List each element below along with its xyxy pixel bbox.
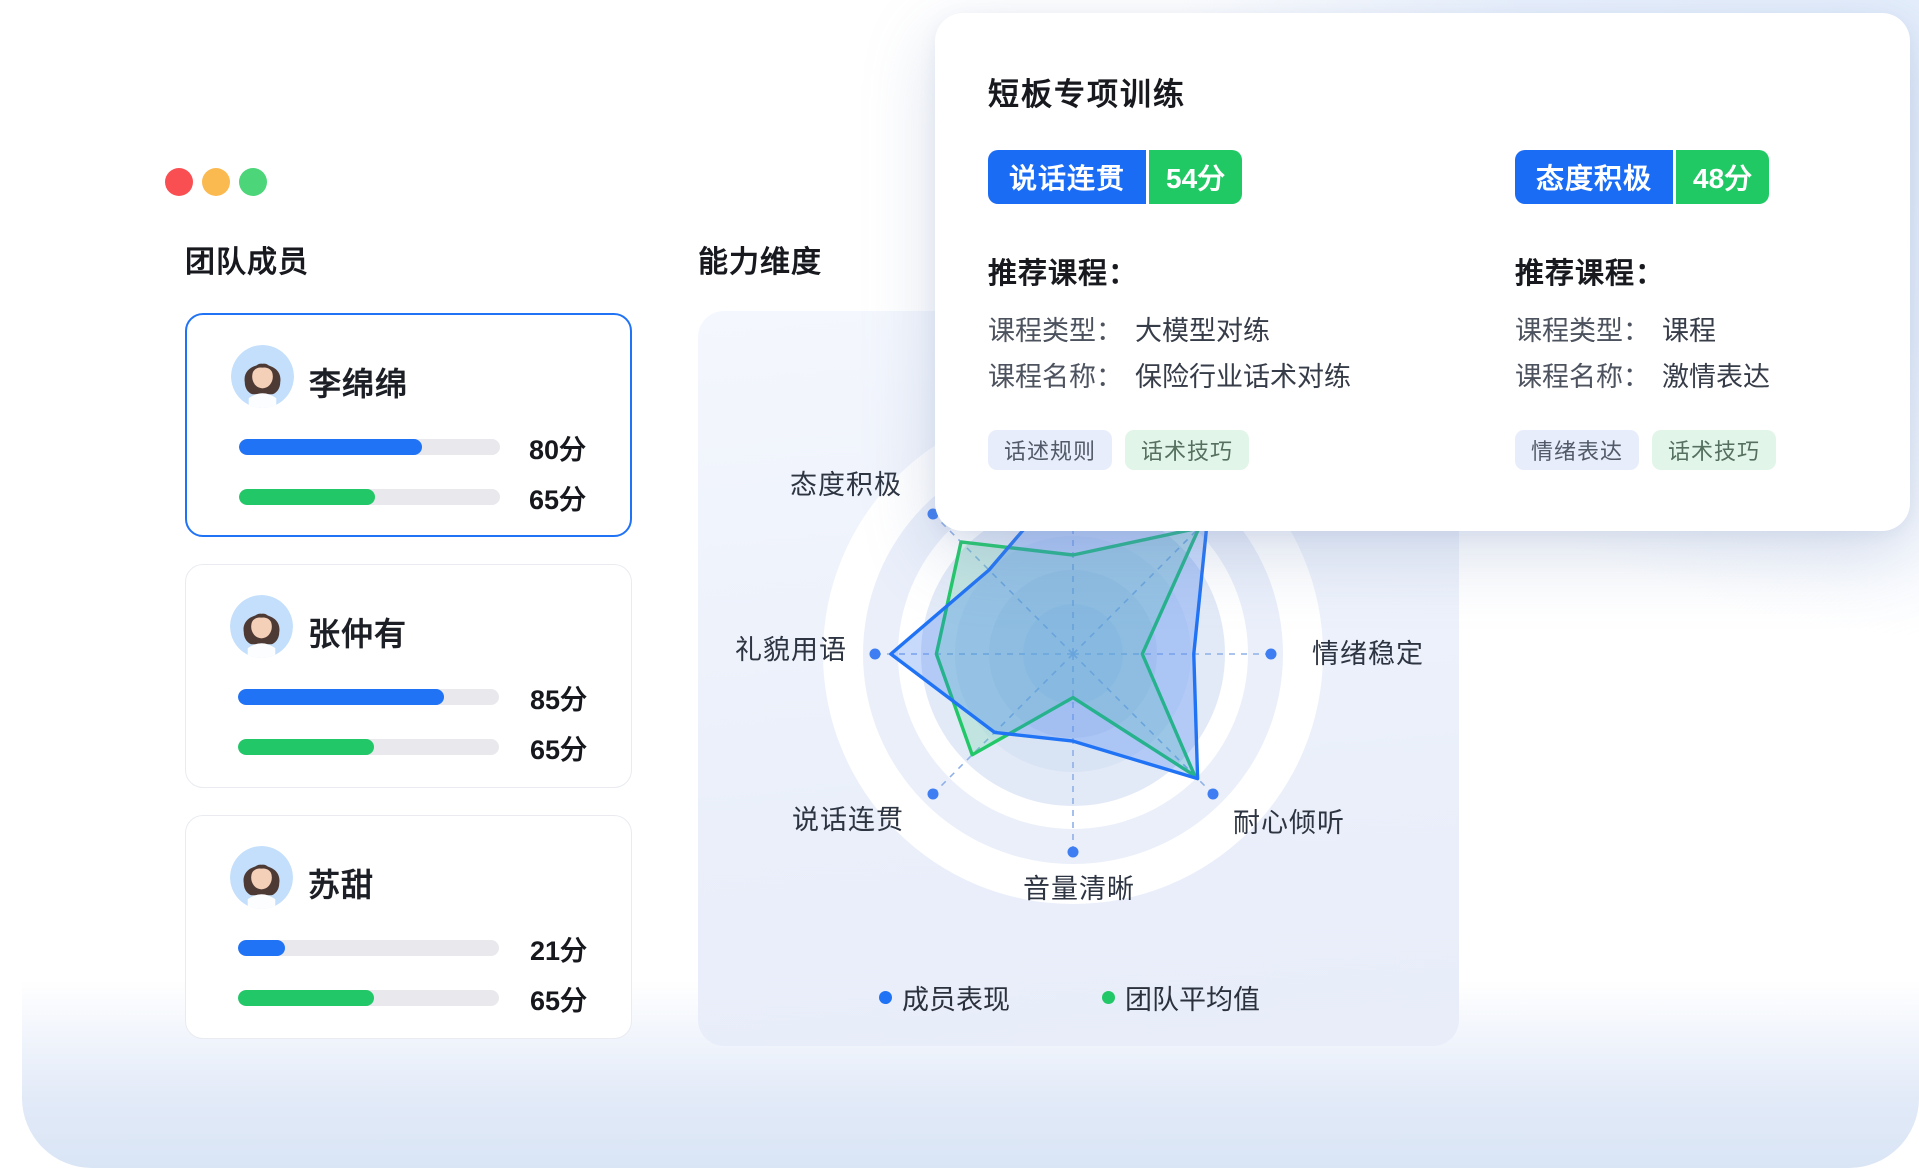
member-score-value: 85分 — [529, 684, 587, 715]
recommend-courses-heading: 推荐课程： — [1515, 258, 1666, 290]
member-list: 李绵绵 80分 65分 张仲有 — [185, 313, 632, 1066]
dimension-badge-label: 态度积极 — [1515, 150, 1674, 204]
team-score-bar-fill — [238, 990, 374, 1006]
dimension-badge-score: 54分 — [1149, 150, 1243, 204]
course-info-row: 课程类型： 大模型对练 — [988, 308, 1418, 354]
member-score-row: 21分 — [238, 932, 587, 966]
member-name: 张仲有 — [308, 616, 408, 652]
member-card[interactable]: 张仲有 85分 65分 — [185, 564, 632, 788]
team-score-bar-fill — [238, 739, 374, 755]
member-card[interactable]: 苏甜 21分 65分 — [185, 815, 632, 1039]
team-score-bar — [238, 739, 499, 755]
team-score-value: 65分 — [529, 985, 587, 1016]
legend-item[interactable]: 成员表现 — [879, 978, 1010, 1017]
avatar-illustration — [230, 846, 293, 909]
course-info-label: 课程类型： — [1515, 316, 1650, 346]
member-score-row: 80分 — [239, 431, 586, 465]
member-card[interactable]: 李绵绵 80分 65分 — [185, 313, 632, 537]
radar-legend: 成员表现 团队平均值 — [879, 978, 1260, 1017]
team-score-row: 65分 — [239, 481, 586, 515]
dimension-score-badge: 说话连贯 54分 — [988, 150, 1243, 204]
member-score-row: 85分 — [238, 681, 587, 715]
member-avatar — [230, 846, 293, 909]
minimize-window-dot[interactable] — [202, 168, 230, 196]
member-score-bar-fill — [238, 940, 285, 956]
team-score-value: 65分 — [529, 734, 587, 765]
member-avatar — [231, 345, 294, 408]
legend-label: 成员表现 — [902, 985, 1010, 1015]
course-info-label: 课程名称： — [1515, 362, 1650, 392]
course-info-label: 课程类型： — [988, 316, 1123, 346]
training-card: 短板专项训练 说话连贯 54分 推荐课程： 课程类型： 大模型对练 课程名称： 保险行业话术… — [935, 13, 1910, 531]
team-score-bar — [239, 489, 500, 505]
dimension-score-badge: 态度积极 48分 — [1515, 150, 1770, 204]
team-score-row: 65分 — [238, 731, 587, 765]
member-score-bar-fill — [239, 439, 422, 455]
legend-label: 团队平均值 — [1125, 985, 1260, 1015]
training-column: 态度积极 48分推荐课程： 课程类型： 课程 课程名称： 激情表达情绪表达 话术技巧 — [1515, 150, 1919, 470]
member-score-bar — [239, 439, 500, 455]
member-name: 李绵绵 — [309, 366, 409, 402]
member-score-value: 21分 — [529, 935, 587, 966]
avatar-illustration — [231, 345, 294, 408]
legend-dot — [879, 991, 892, 1004]
course-info-value: 课程 — [1662, 316, 1716, 346]
course-info-row: 课程类型： 课程 — [1515, 308, 1919, 354]
dimension-badge-label: 说话连贯 — [988, 150, 1147, 204]
course-info-label: 课程名称： — [988, 362, 1123, 392]
recommend-courses-heading: 推荐课程： — [988, 258, 1139, 290]
legend-dot — [1102, 991, 1115, 1004]
course-info-value: 激情表达 — [1662, 362, 1770, 392]
member-name: 苏甜 — [308, 867, 375, 903]
course-tag: 话术技巧 — [1125, 430, 1250, 470]
team-score-bar — [238, 990, 499, 1006]
dimension-badge-score: 48分 — [1676, 150, 1770, 204]
team-members-title: 团队成员 — [185, 246, 309, 279]
course-info-value: 保险行业话术对练 — [1135, 362, 1351, 392]
member-score-bar-fill — [238, 689, 445, 705]
course-info-row: 课程名称： 激情表达 — [1515, 354, 1919, 400]
course-info-value: 大模型对练 — [1135, 316, 1270, 346]
zoom-window-dot[interactable] — [239, 168, 267, 196]
course-tag: 情绪表达 — [1515, 430, 1640, 470]
ability-dimensions-title: 能力维度 — [698, 246, 822, 279]
course-tag: 话述规则 — [988, 430, 1113, 470]
team-score-bar-fill — [239, 489, 375, 505]
team-score-value: 65分 — [528, 484, 586, 515]
course-info-row: 课程名称： 保险行业话术对练 — [988, 354, 1418, 400]
training-column: 说话连贯 54分推荐课程： 课程类型： 大模型对练 课程名称： 保险行业话术对练话述规则话… — [988, 150, 1418, 470]
team-score-row: 65分 — [238, 982, 587, 1016]
training-card-title: 短板专项训练 — [988, 77, 1186, 112]
window-controls — [165, 168, 267, 196]
member-score-value: 80分 — [528, 434, 586, 465]
member-score-bar — [238, 940, 499, 956]
legend-item[interactable]: 团队平均值 — [1102, 978, 1260, 1017]
avatar-illustration — [230, 595, 293, 658]
member-score-bar — [238, 689, 499, 705]
member-avatar — [230, 595, 293, 658]
course-tag: 话术技巧 — [1652, 430, 1777, 470]
close-window-dot[interactable] — [165, 168, 193, 196]
